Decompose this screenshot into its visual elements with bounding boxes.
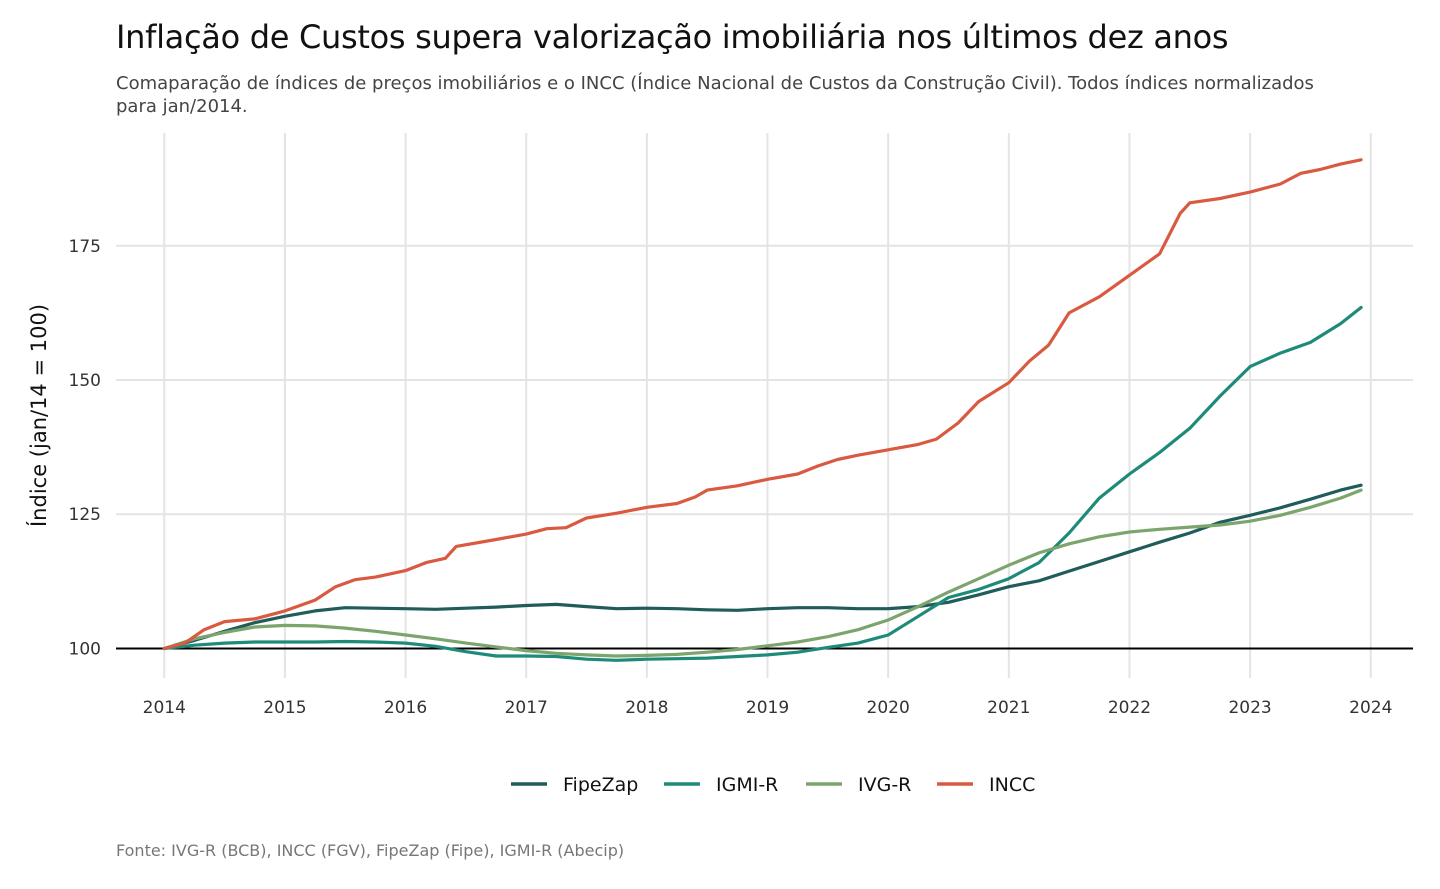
- x-tick-label: 2017: [505, 698, 548, 718]
- y-tick-label: 150: [69, 371, 101, 391]
- x-tick-label: 2020: [867, 698, 910, 718]
- legend-label: IVG-R: [858, 774, 911, 796]
- x-tick-label: 2019: [746, 698, 789, 718]
- legend: FipeZap IGMI-R IVG-R INCC: [511, 774, 1035, 796]
- y-tick-label: 125: [69, 505, 101, 525]
- x-tick-label: 2022: [1108, 698, 1151, 718]
- chart-title: Inflação de Custos supera valorização im…: [116, 18, 1229, 56]
- chart-subtitle: Comaparação de índices de preços imobili…: [116, 73, 1314, 117]
- series-lines: [162, 158, 1363, 662]
- legend-label: FipeZap: [563, 774, 638, 796]
- series-line-fipezap: [162, 483, 1363, 651]
- series-line-incc: [162, 158, 1363, 651]
- x-tick-label: 2024: [1349, 698, 1392, 718]
- x-tick-label: 2016: [384, 698, 427, 718]
- y-tick-label: 100: [69, 639, 101, 659]
- series-line-ivg-r: [162, 488, 1363, 658]
- y-axis-ticks: 100 125 150 175: [69, 237, 101, 660]
- chart-caption: Fonte: IVG-R (BCB), INCC (FGV), FipeZap …: [116, 841, 625, 860]
- x-axis-ticks: 2014 2015 2016 2017 2018 2019 2020 2021 2022 2023…: [143, 698, 1393, 718]
- x-tick-label: 2018: [625, 698, 668, 718]
- y-axis-title: Índice (jan/14 = 100): [26, 304, 51, 527]
- grid-lines: [116, 133, 1413, 678]
- legend-label: INCC: [989, 774, 1035, 796]
- y-tick-label: 175: [69, 237, 101, 257]
- series-line-igmi-r: [162, 305, 1363, 662]
- x-tick-label: 2014: [143, 698, 186, 718]
- x-tick-label: 2021: [987, 698, 1030, 718]
- x-tick-label: 2023: [1228, 698, 1271, 718]
- legend-label: IGMI-R: [716, 774, 778, 796]
- x-tick-label: 2015: [263, 698, 306, 718]
